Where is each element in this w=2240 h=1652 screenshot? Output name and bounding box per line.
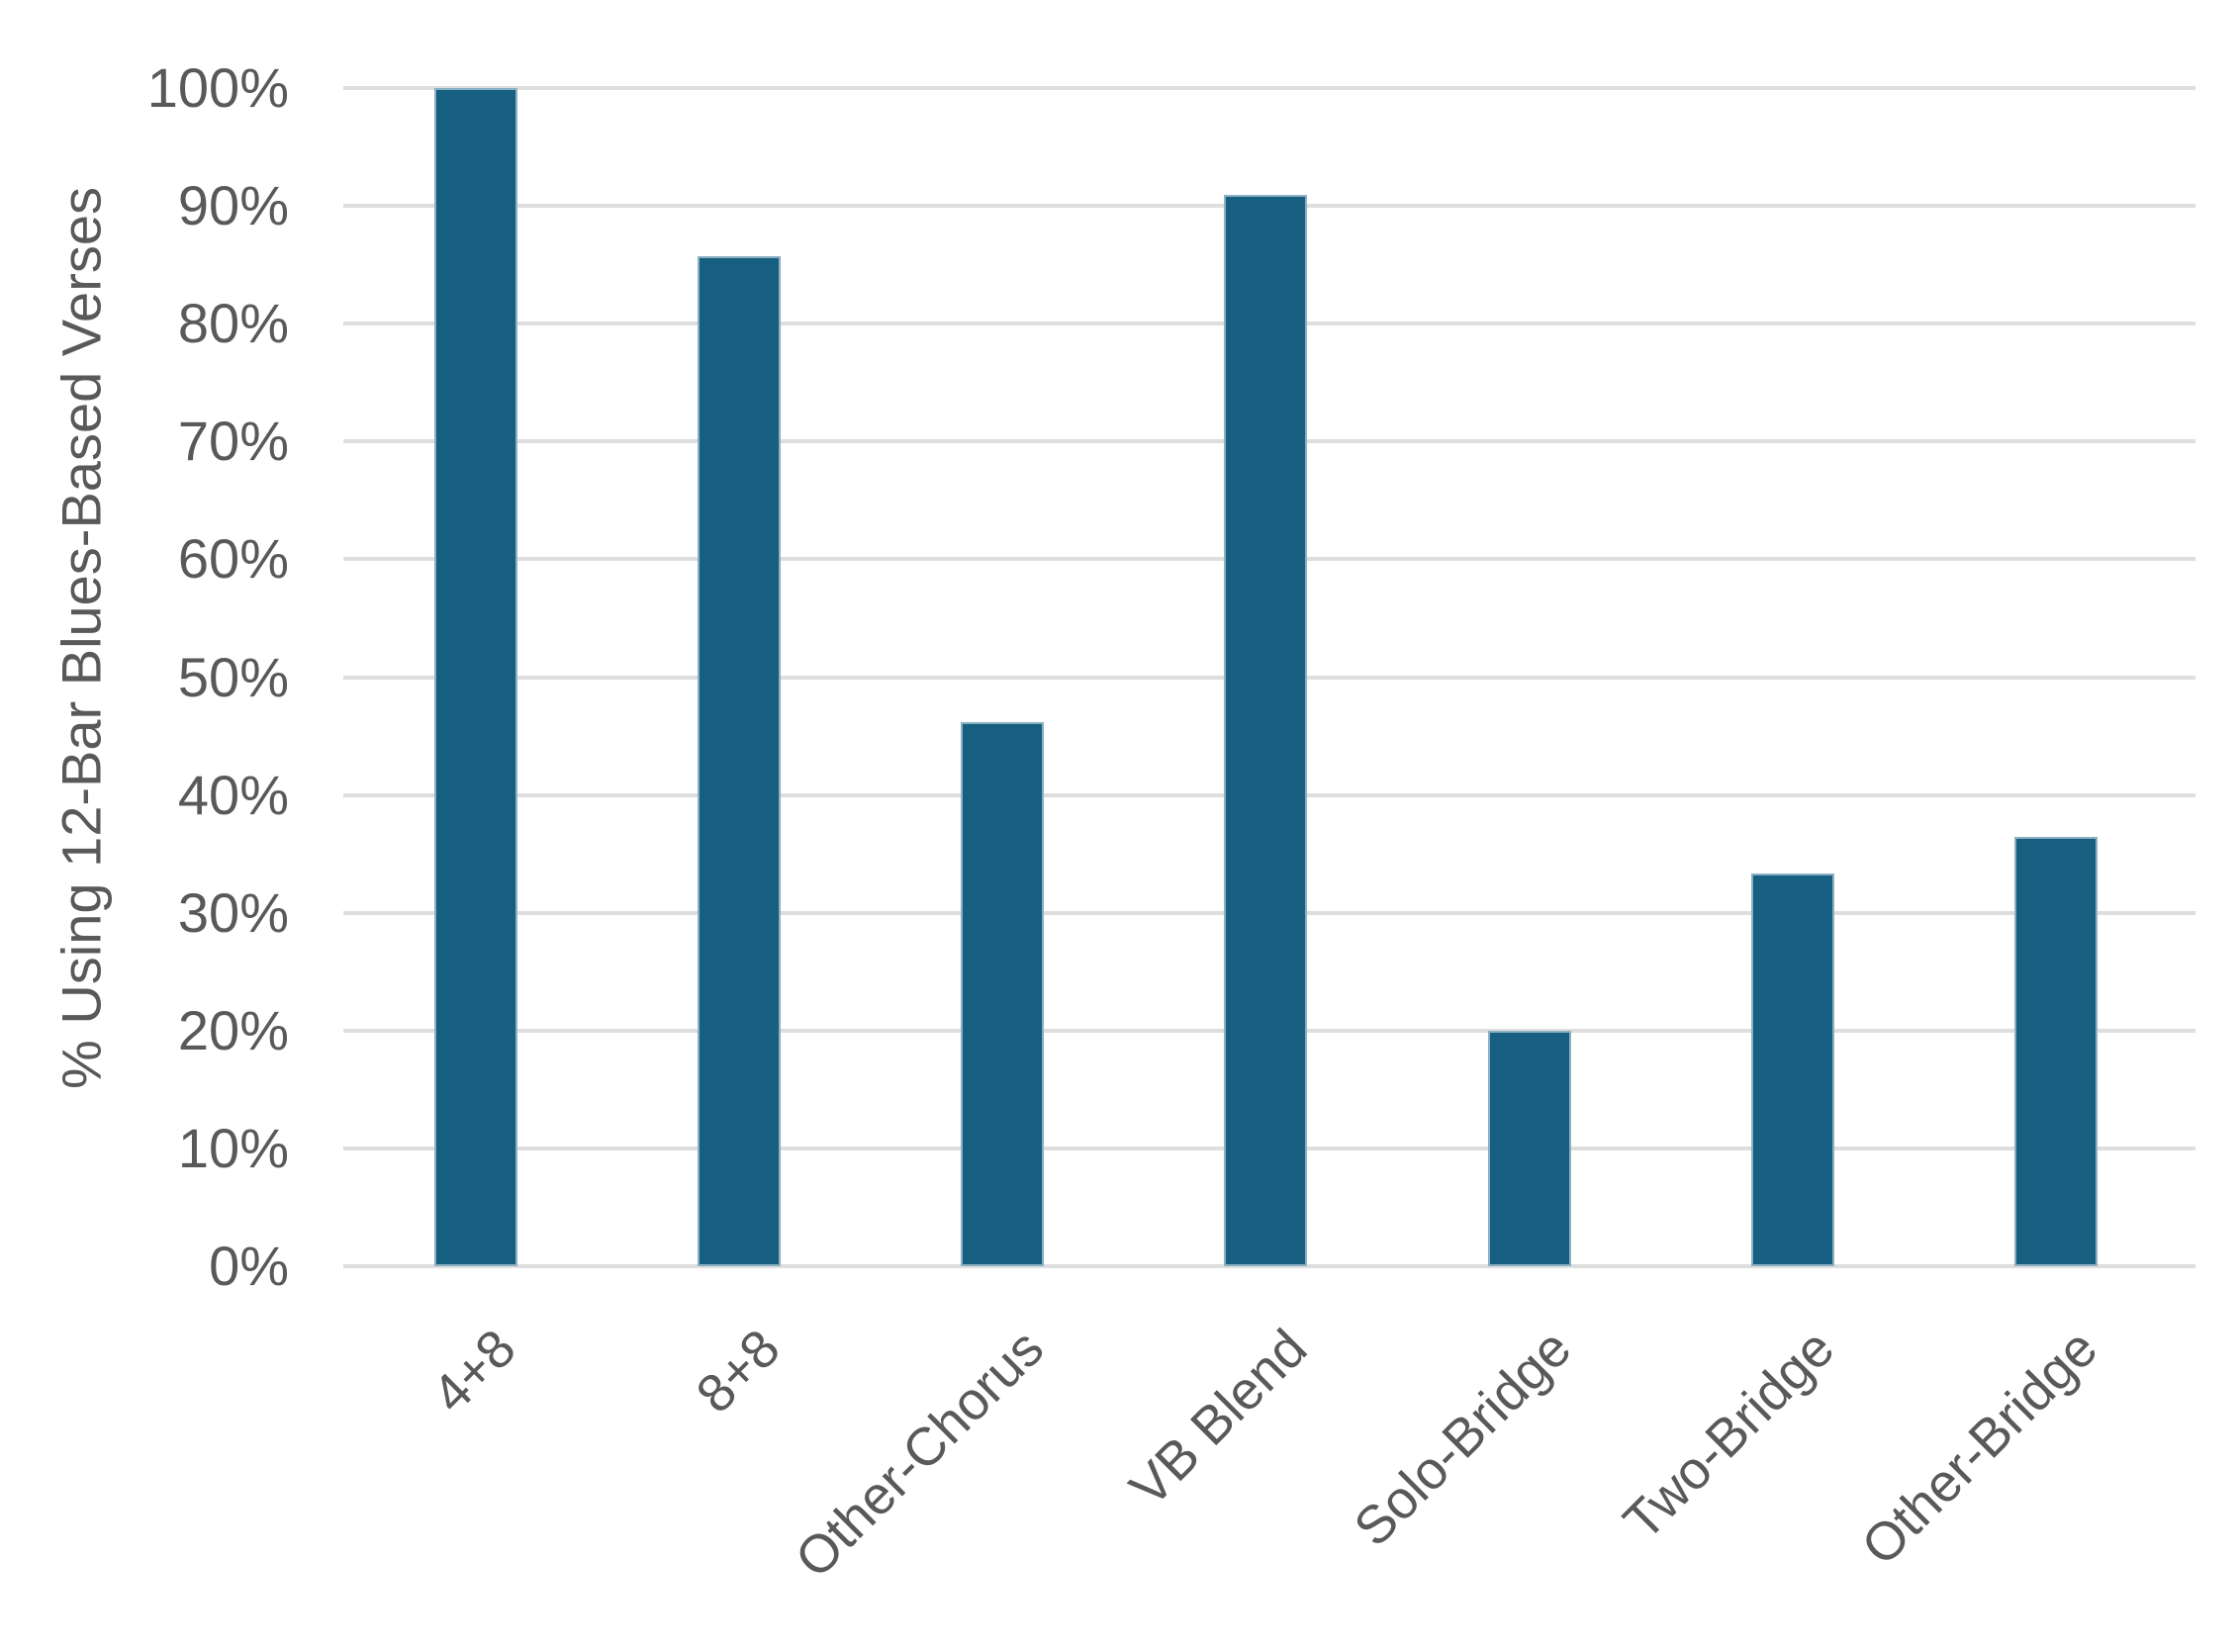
x-tick-label: Solo-Bridge [1343, 1318, 1583, 1558]
y-tick-label: 70% [177, 410, 289, 472]
y-tick-label: 80% [177, 292, 289, 354]
x-tick-label: 4+8 [420, 1318, 528, 1424]
bar [1751, 873, 1834, 1266]
y-tick-label: 50% [177, 646, 289, 708]
x-tick-label: Two-Bridge [1612, 1318, 1846, 1552]
bar [961, 722, 1044, 1266]
y-tick-label: 0% [209, 1235, 289, 1297]
x-tick-label: Other-Bridge [1850, 1318, 2109, 1577]
y-tick-label: 90% [177, 174, 289, 236]
gridline [343, 86, 2195, 90]
x-tick-label: VB Blend [1118, 1318, 1319, 1518]
gridline [343, 1264, 2195, 1268]
bar [698, 256, 781, 1266]
x-tick-label: 8+8 [685, 1318, 793, 1424]
bar [434, 88, 517, 1266]
bar [1224, 195, 1307, 1266]
y-tick-label: 20% [177, 999, 289, 1061]
x-tick-label: Other-Chorus [784, 1318, 1056, 1590]
bar [2014, 837, 2098, 1266]
y-tick-label: 10% [177, 1117, 289, 1179]
y-tick-label: 100% [146, 56, 289, 119]
y-tick-label: 40% [177, 764, 289, 826]
y-tick-label: 60% [177, 527, 289, 590]
y-tick-label: 30% [177, 881, 289, 944]
bar [1488, 1031, 1571, 1266]
